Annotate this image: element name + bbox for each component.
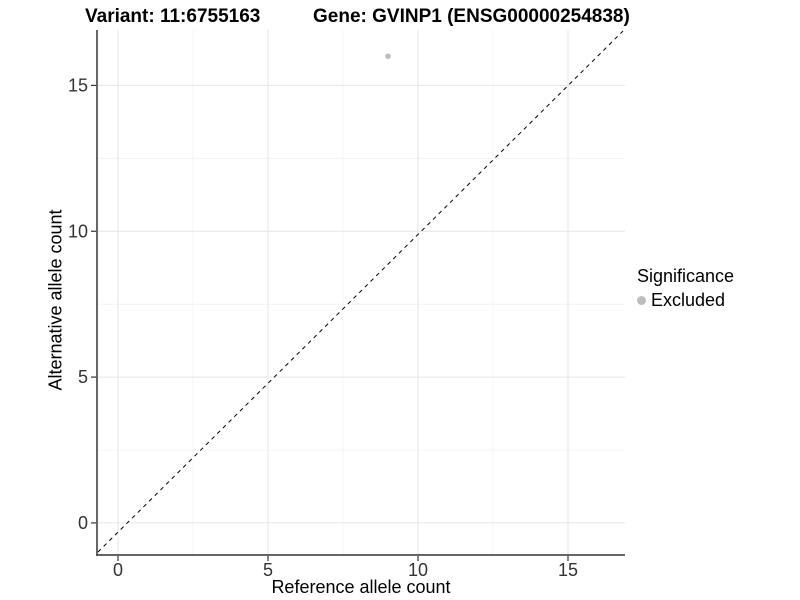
y-tick-label: 10 xyxy=(68,221,88,241)
y-tick-label: 5 xyxy=(78,367,88,387)
x-axis-title: Reference allele count xyxy=(271,577,451,597)
legend-entry-excluded: Excluded xyxy=(637,290,734,311)
legend-key-dot-icon xyxy=(637,296,646,305)
y-tick-label: 15 xyxy=(68,75,88,95)
y-tick-label: 0 xyxy=(78,513,88,533)
plot-title-gene: Gene: GVINP1 (ENSG00000254838) xyxy=(313,6,630,27)
data-point xyxy=(385,53,391,60)
x-tick-label: 0 xyxy=(113,560,123,580)
x-tick-label: 5 xyxy=(263,560,273,580)
y-axis-title: Alternative allele count xyxy=(45,209,66,391)
legend: Significance Excluded xyxy=(637,266,734,311)
x-tick-label: 15 xyxy=(558,560,578,580)
legend-entry-label: Excluded xyxy=(651,290,726,310)
plot-title-variant: Variant: 11:6755163 xyxy=(85,6,261,27)
panel-background xyxy=(97,30,625,555)
identity-reference-line xyxy=(97,30,624,553)
x-tick-label: 10 xyxy=(408,560,428,580)
legend-title: Significance xyxy=(637,266,735,286)
